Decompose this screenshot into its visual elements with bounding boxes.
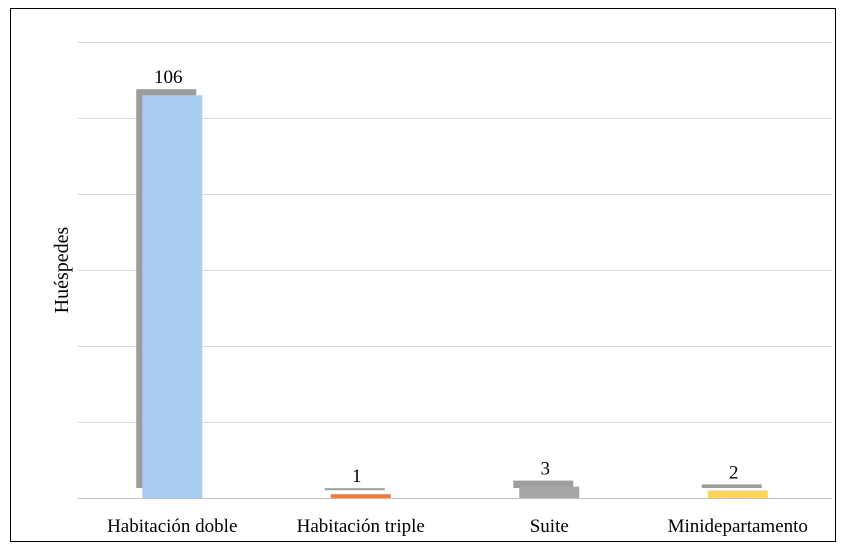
- gridlines: [78, 42, 832, 499]
- y-axis-label: Huéspedes: [51, 226, 73, 313]
- bar-3: [519, 486, 580, 498]
- bars: [136, 89, 768, 498]
- data-labels: 106 1 3 2: [154, 67, 739, 487]
- x-tick-label: Habitación triple: [297, 516, 425, 537]
- bar-shadow: [513, 480, 574, 488]
- bar-shadow: [324, 488, 385, 491]
- data-label: 1: [352, 466, 362, 487]
- bar-2: [330, 494, 391, 498]
- bar-1: [142, 95, 203, 498]
- x-tick-label: Suite: [530, 516, 569, 537]
- x-tick-label: Habitación doble: [107, 516, 237, 537]
- x-tick-labels: Habitación doble Habitación triple Suite Mi…: [107, 516, 808, 537]
- data-label: 3: [541, 459, 551, 480]
- data-label: 2: [729, 462, 739, 483]
- bar-shadow: [701, 484, 762, 488]
- bar-4: [707, 490, 768, 498]
- data-label: 106: [154, 67, 183, 88]
- x-tick-label: Minidepartamento: [668, 516, 808, 537]
